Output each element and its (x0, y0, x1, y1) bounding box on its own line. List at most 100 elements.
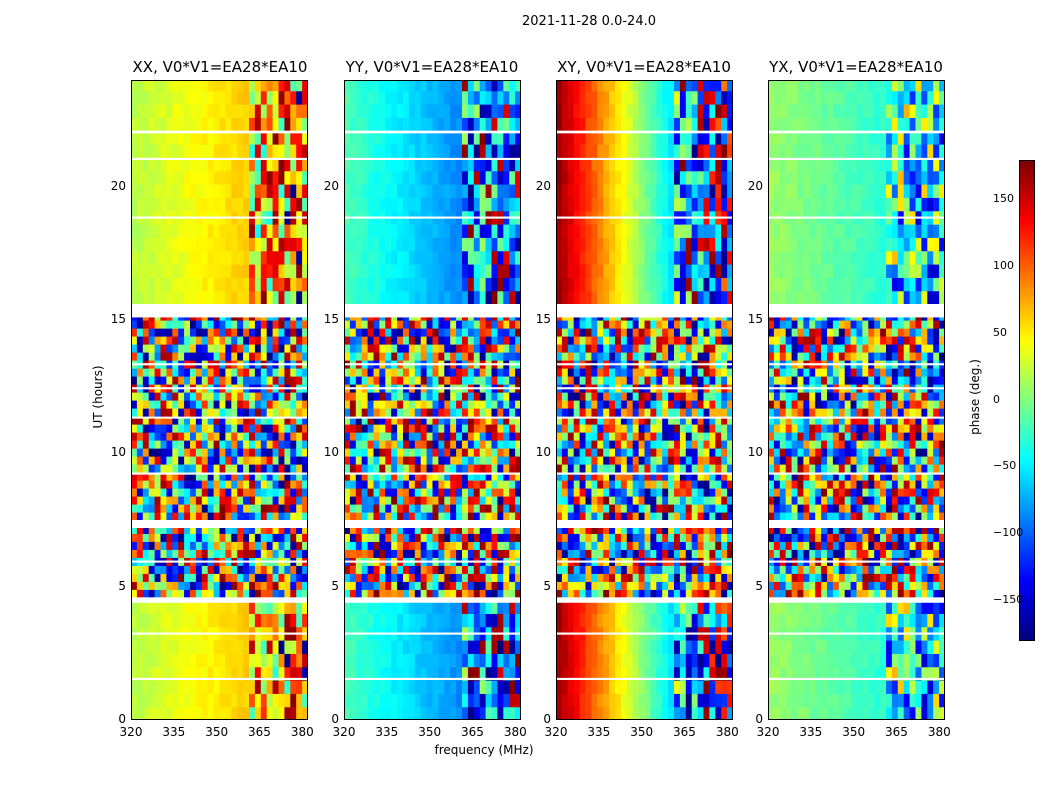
heatmap-cell (597, 352, 604, 361)
heatmap-cell (585, 693, 592, 708)
heatmap-cell (509, 237, 516, 252)
heatmap-cell (344, 264, 351, 278)
heatmap-cell (225, 418, 232, 425)
heatmap-cell (515, 144, 521, 158)
heatmap-cell (479, 184, 487, 198)
heatmap-cell (284, 224, 291, 238)
heatmap-cell (668, 392, 675, 401)
heatmap-cell (479, 448, 487, 457)
heatmap-cell (231, 277, 238, 292)
heatmap-cell (379, 144, 386, 158)
heatmap-cell (154, 157, 162, 172)
heatmap-cell (367, 706, 375, 720)
heatmap-cell (426, 456, 434, 465)
heatmap-cell (302, 418, 308, 425)
heatmap-cell (650, 706, 657, 720)
heatmap-cell (703, 320, 710, 329)
heatmap-cell (603, 344, 610, 353)
heatmap-cell (650, 602, 657, 614)
heatmap-cell (184, 693, 191, 708)
heatmap-cell (420, 541, 428, 550)
heatmap-cell (272, 237, 280, 252)
heatmap-cell (408, 573, 416, 582)
heatmap-cell (579, 320, 587, 329)
heatmap-panel-xy (556, 80, 733, 720)
heatmap-cell (379, 589, 386, 598)
heatmap-cell (414, 480, 422, 489)
heatmap-cell (597, 456, 604, 465)
heatmap-cell (491, 290, 498, 305)
heatmap-cell (721, 392, 728, 401)
heatmap-cell (344, 290, 351, 305)
heatmap-cell (626, 549, 634, 558)
heatmap-cell (426, 392, 434, 401)
heatmap-cell (231, 464, 238, 473)
heatmap-cell (503, 224, 510, 238)
heatmap-cell (656, 464, 663, 473)
heatmap-cell (497, 224, 504, 238)
heatmap-cell (184, 144, 191, 158)
heatmap-cell (697, 533, 705, 542)
heatmap-cell (231, 533, 238, 542)
heatmap-cell (284, 320, 291, 329)
heatmap-cell (432, 680, 439, 694)
heatmap-cell (626, 589, 634, 598)
heatmap-cell (685, 533, 693, 542)
heatmap-cell (650, 418, 657, 425)
heatmap-cell (278, 408, 285, 417)
heatmap-cell (674, 653, 681, 668)
heatmap-cell (213, 541, 221, 550)
heatmap-cell (302, 344, 308, 353)
heatmap-cell (184, 581, 191, 590)
heatmap-cell (178, 512, 185, 521)
heatmap-cell (615, 472, 622, 481)
heatmap-cell (408, 317, 416, 321)
heatmap-cell (385, 157, 392, 172)
heatmap-cell (160, 352, 167, 361)
heatmap-cell (727, 680, 733, 694)
heatmap-cell (444, 432, 451, 441)
heatmap-cell (650, 432, 657, 441)
heatmap-cell (231, 512, 238, 521)
heatmap-cell (272, 448, 280, 457)
heatmap-cell (479, 400, 487, 409)
heatmap-cell (391, 352, 398, 361)
heatmap-cell (709, 602, 716, 614)
heatmap-cell (166, 80, 173, 92)
heatmap-cell (355, 640, 363, 654)
heatmap-cell (473, 573, 481, 582)
heatmap-cell (585, 565, 592, 574)
heatmap-cell (207, 602, 215, 614)
heatmap-cell (644, 418, 651, 425)
heatmap-cell (373, 533, 380, 542)
heatmap-cell (349, 541, 357, 550)
heatmap-cell (249, 237, 256, 252)
heatmap-cell (231, 424, 238, 433)
heatmap-cell (656, 344, 663, 353)
heatmap-cell (573, 504, 581, 513)
heatmap-cell (414, 352, 422, 361)
heatmap-cell (567, 456, 575, 465)
heatmap-cell (691, 440, 699, 449)
heatmap-cell (284, 144, 291, 158)
heatmap-cell (620, 666, 628, 681)
heatmap-cell (355, 432, 363, 441)
heatmap-cell (249, 480, 256, 489)
heatmap-cell (266, 344, 274, 353)
heatmap-cell (444, 602, 451, 614)
heatmap-cell (302, 184, 308, 198)
heatmap-cell (349, 613, 357, 628)
heatmap-cell (249, 224, 256, 238)
heatmap-cell (260, 512, 268, 521)
flagged-gap (131, 597, 308, 603)
heatmap-cell (243, 448, 250, 457)
heatmap-cell (195, 549, 203, 558)
heatmap-cell (172, 117, 179, 132)
heatmap-cell (679, 352, 687, 361)
heatmap-cell (561, 549, 569, 558)
heatmap-cell (414, 706, 422, 720)
heatmap-cell (426, 640, 434, 654)
heatmap-cell (691, 336, 699, 345)
heatmap-cell (266, 237, 274, 252)
heatmap-cell (237, 693, 244, 708)
